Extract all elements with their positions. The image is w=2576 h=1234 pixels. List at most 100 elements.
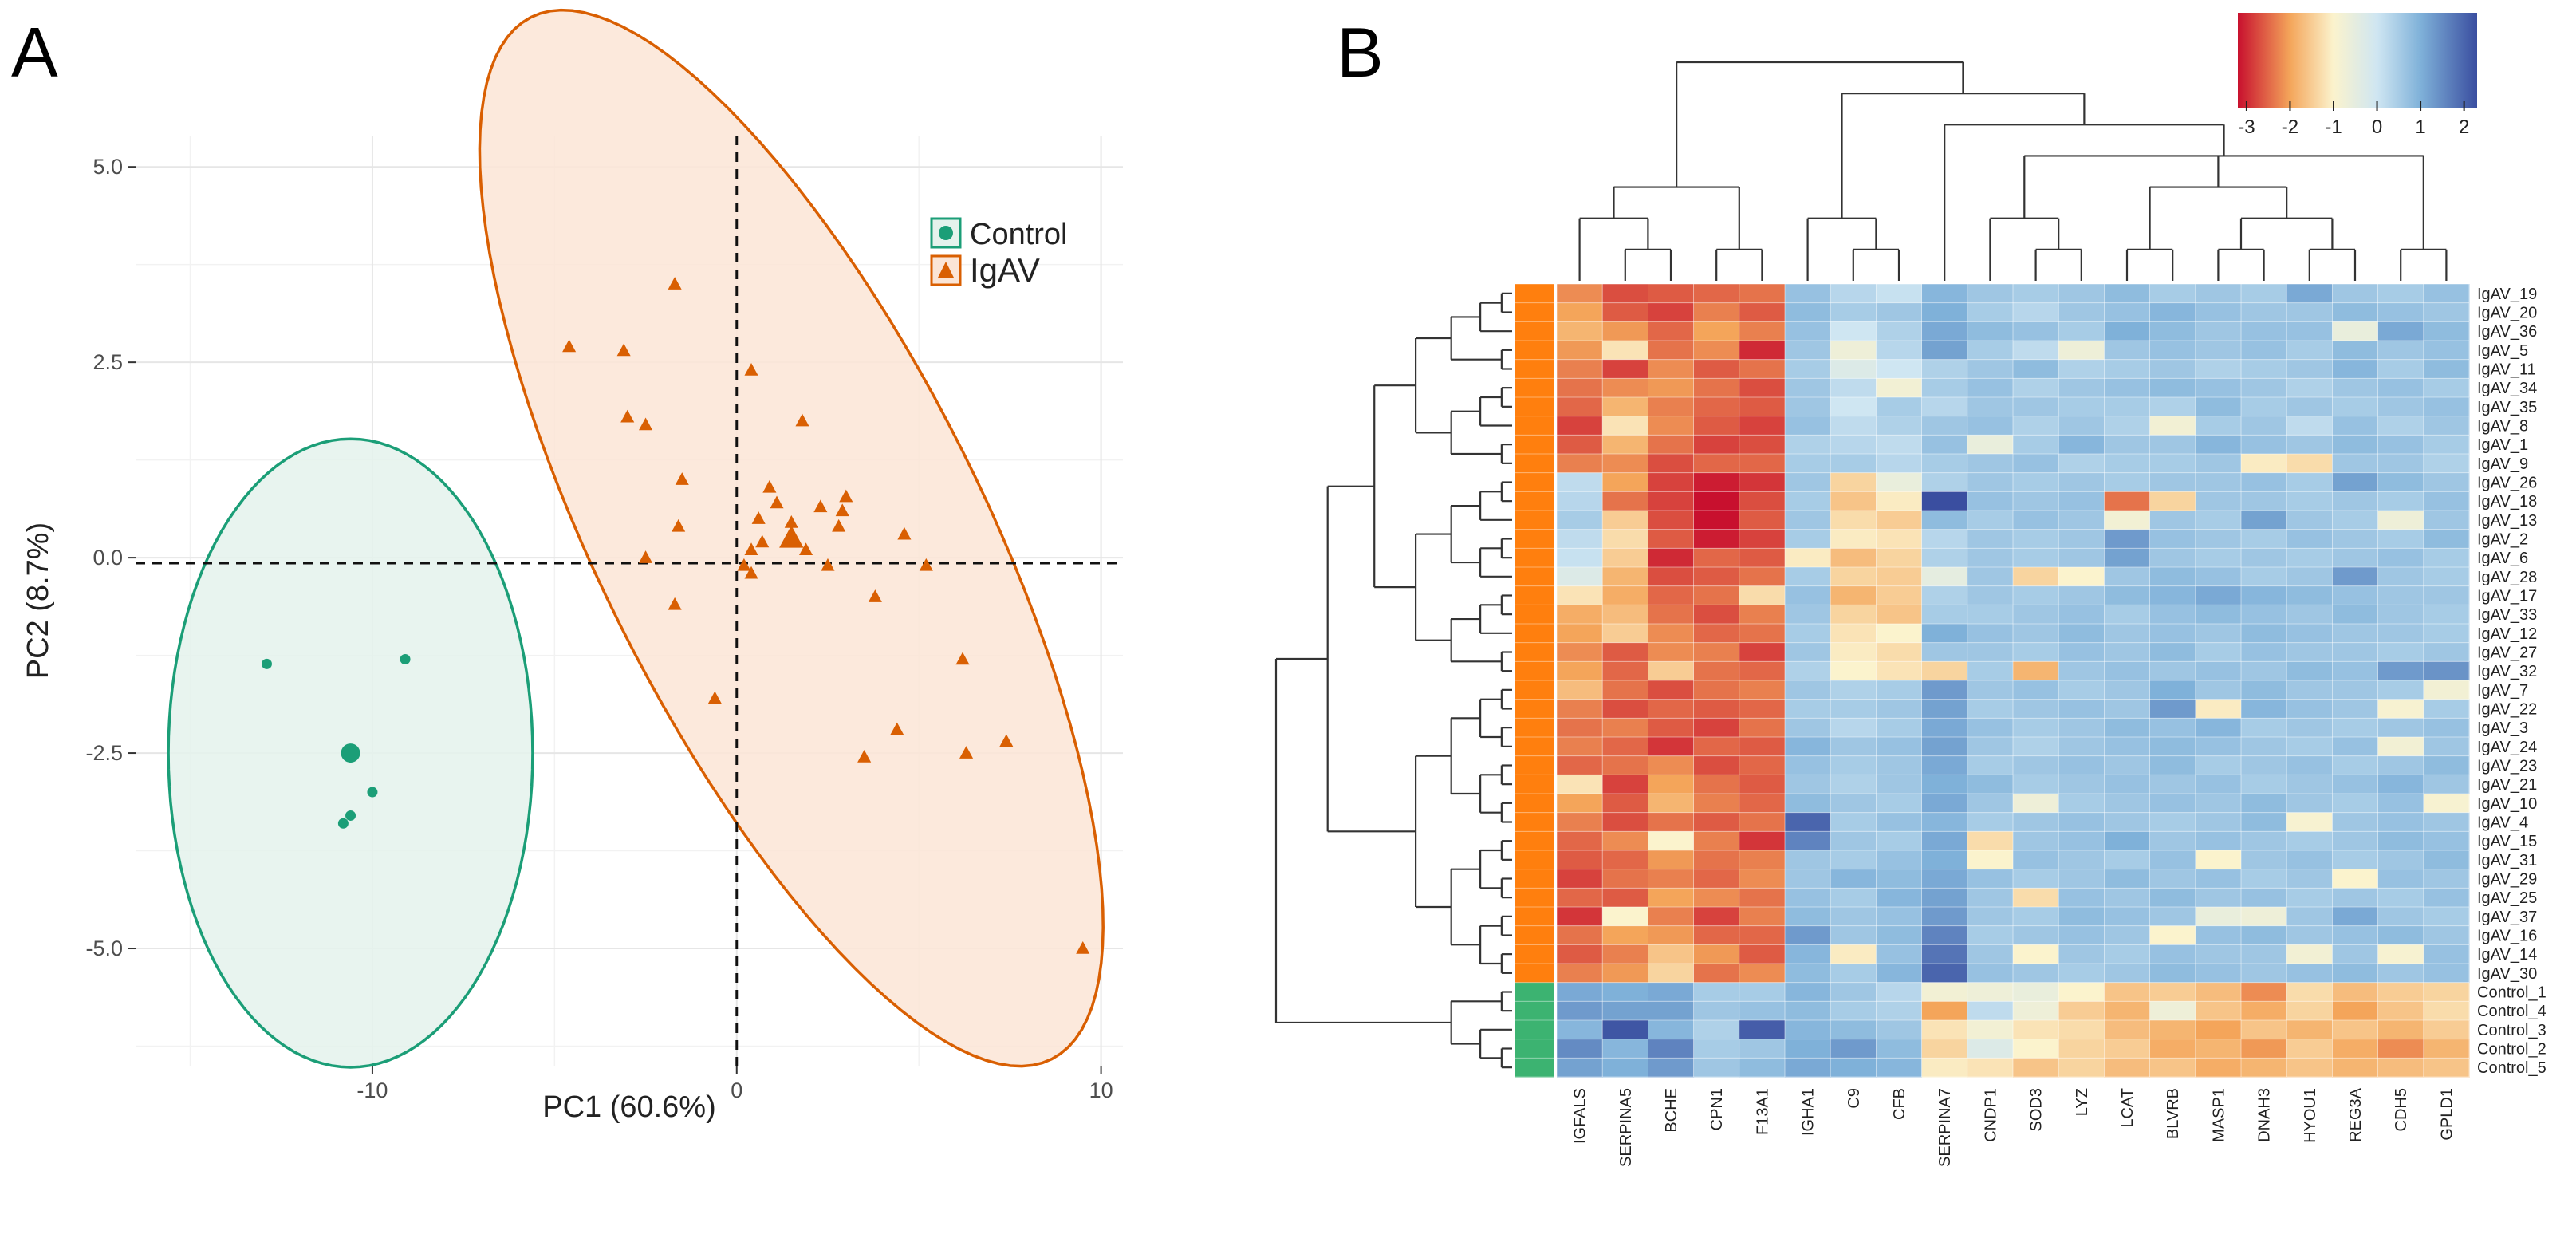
heatmap-cell [2104,888,2151,908]
heatmap-cell [2104,907,2151,927]
heatmap-cell [1739,302,1786,322]
point-control [345,810,356,821]
heatmap-cell [2195,321,2242,341]
heatmap-cell [1693,982,1740,1002]
pca-points [261,277,1090,954]
heatmap-cell [2058,737,2105,757]
column-label: CPN1 [1708,1088,1726,1130]
heatmap-cell [2332,511,2379,530]
heatmap-cell [1693,794,1740,814]
heatmap-cell [2286,964,2333,984]
heatmap-cell [1693,718,1740,738]
heatmap-cell [2377,718,2424,738]
heatmap-cell [2058,511,2105,530]
heatmap-cell [2241,567,2287,587]
heatmap-cell [2423,775,2470,794]
heatmap-cell [1921,605,1968,625]
heatmap-cell [2241,964,2287,984]
heatmap-cell [1830,284,1877,304]
heatmap-cell [2195,359,2242,379]
heatmap-cell [1876,321,1923,341]
point-igav [616,343,631,357]
heatmap-cell [1739,359,1786,379]
heatmap-cell [2423,378,2470,398]
heatmap-cell [2149,284,2196,304]
heatmap-cell [1648,718,1695,738]
legend-label-igav: IgAV [970,251,1040,289]
heatmap-cell [1602,511,1648,530]
heatmap-cell [1921,794,1968,814]
heatmap-cell [1557,661,1603,681]
heatmap-cell [2149,944,2196,964]
heatmap-cell [1785,775,1831,794]
heatmap-cell [2423,454,2470,474]
heatmap-cell [2286,624,2333,644]
point-igav [897,526,912,540]
heatmap-cell [2377,416,2424,436]
heatmap-cell [1921,491,1968,511]
heatmap-cell [1602,661,1648,681]
heatmap-cell [2104,378,2151,398]
heatmap-cell [1693,435,1740,455]
heatmap-cell [2286,1058,2333,1078]
heatmap-cell [2149,642,2196,662]
heatmap-cell [2149,907,2196,927]
heatmap-cell [1557,511,1603,530]
heatmap-cell [1602,718,1648,738]
heatmap-cell [1648,888,1695,908]
heatmap-cell [2377,794,2424,814]
heatmap-cell [1602,869,1648,889]
heatmap-cell [1648,529,1695,549]
heatmap-cell [1967,964,2014,984]
heatmap-cell [1876,737,1923,757]
group-annotation-igav [1515,850,1554,870]
heatmap-cell [2423,567,2470,587]
heatmap-cell [2058,302,2105,322]
heatmap-cell [1785,624,1831,644]
point-igav [1076,941,1090,954]
group-annotation-igav [1515,737,1554,757]
heatmap-cell [1739,397,1786,417]
heatmap-cell [2377,454,2424,474]
heatmap-cell [2058,718,2105,738]
heatmap-cell [1602,435,1648,455]
color-scale-tick-label: -2 [2282,116,2298,138]
heatmap-cell [2423,699,2470,719]
heatmap-cell [2241,907,2287,927]
heatmap-cell [2104,964,2151,984]
heatmap-cell [2195,378,2242,398]
heatmap-cell [1785,869,1831,889]
heatmap-cell [2013,567,2059,587]
group-annotation-igav [1515,416,1554,436]
heatmap-cell [2286,302,2333,322]
column-label: LYZ [2074,1088,2091,1116]
heatmap-cell [2104,491,2151,511]
heatmap-cell [2013,831,2059,851]
column-label: MASP1 [2210,1088,2227,1142]
heatmap-cell [1557,812,1603,832]
point-igav [675,472,689,485]
y-tick-label: 0.0 [93,546,123,570]
heatmap-cell [1876,964,1923,984]
heatmap-cell [1785,567,1831,587]
heatmap-cell [1557,964,1603,984]
heatmap-cell [1648,1020,1695,1040]
heatmap-cell [1876,472,1923,492]
row-labels: IgAV_19IgAV_20IgAV_36IgAV_5IgAV_11IgAV_3… [2477,286,2546,1077]
heatmap-cell [2149,435,2196,455]
heatmap-cell [2423,982,2470,1002]
heatmap-cell [2195,397,2242,417]
heatmap-cell [2149,491,2196,511]
column-label: IGHA1 [1800,1088,1818,1136]
heatmap-cell [1830,302,1877,322]
row-label: IgAV_15 [2477,833,2537,850]
point-igav [639,550,653,563]
point-igav [821,558,835,571]
heatmap-cell [1921,755,1968,775]
heatmap-cell [1693,1020,1740,1040]
heatmap-cell [1967,907,2014,927]
heatmap-cell [1921,1001,1968,1021]
row-label: IgAV_12 [2477,625,2537,643]
heatmap-cell [1557,605,1603,625]
